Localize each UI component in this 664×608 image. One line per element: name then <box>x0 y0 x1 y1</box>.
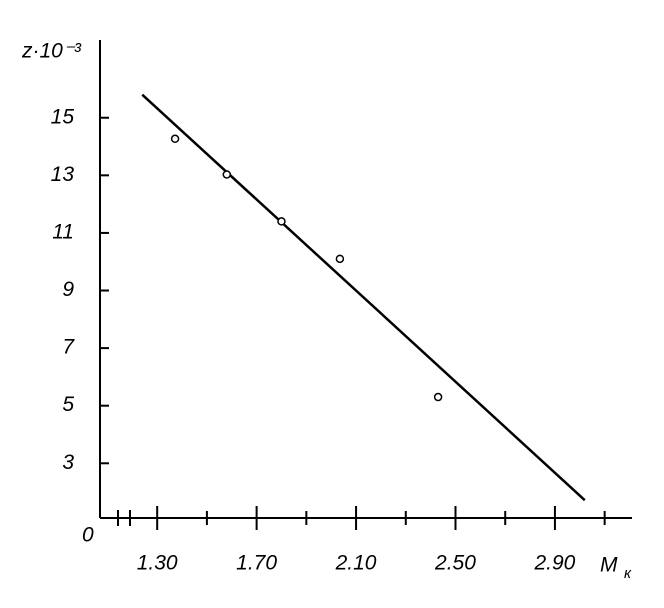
x-tick-label: 2.90 <box>533 552 575 575</box>
y-axis-label: z·10⁻³ <box>21 40 82 63</box>
data-point <box>170 134 180 144</box>
y-tick-label: 7 <box>62 336 75 359</box>
y-tick-label: 3 <box>62 451 74 474</box>
x-axis-label-sub: к <box>624 565 632 582</box>
x-tick-label: 2.50 <box>434 552 476 575</box>
data-point <box>277 217 286 226</box>
fit-line <box>141 93 586 502</box>
origin-label: 0 <box>82 524 94 547</box>
x-tick-label: 2.10 <box>335 552 377 575</box>
x-axis-label: M <box>600 554 618 577</box>
y-tick-label: 5 <box>62 393 74 416</box>
x-tick-label: 1.30 <box>137 552 178 575</box>
x-tick-label: 1.70 <box>236 552 277 575</box>
data-point <box>222 170 232 179</box>
y-tick-label: 11 <box>52 220 74 243</box>
data-point <box>335 254 345 264</box>
data-point <box>433 392 443 402</box>
y-tick-label: 9 <box>62 278 74 301</box>
y-tick-label: 15 <box>51 105 75 128</box>
y-tick-label: 13 <box>51 163 75 186</box>
